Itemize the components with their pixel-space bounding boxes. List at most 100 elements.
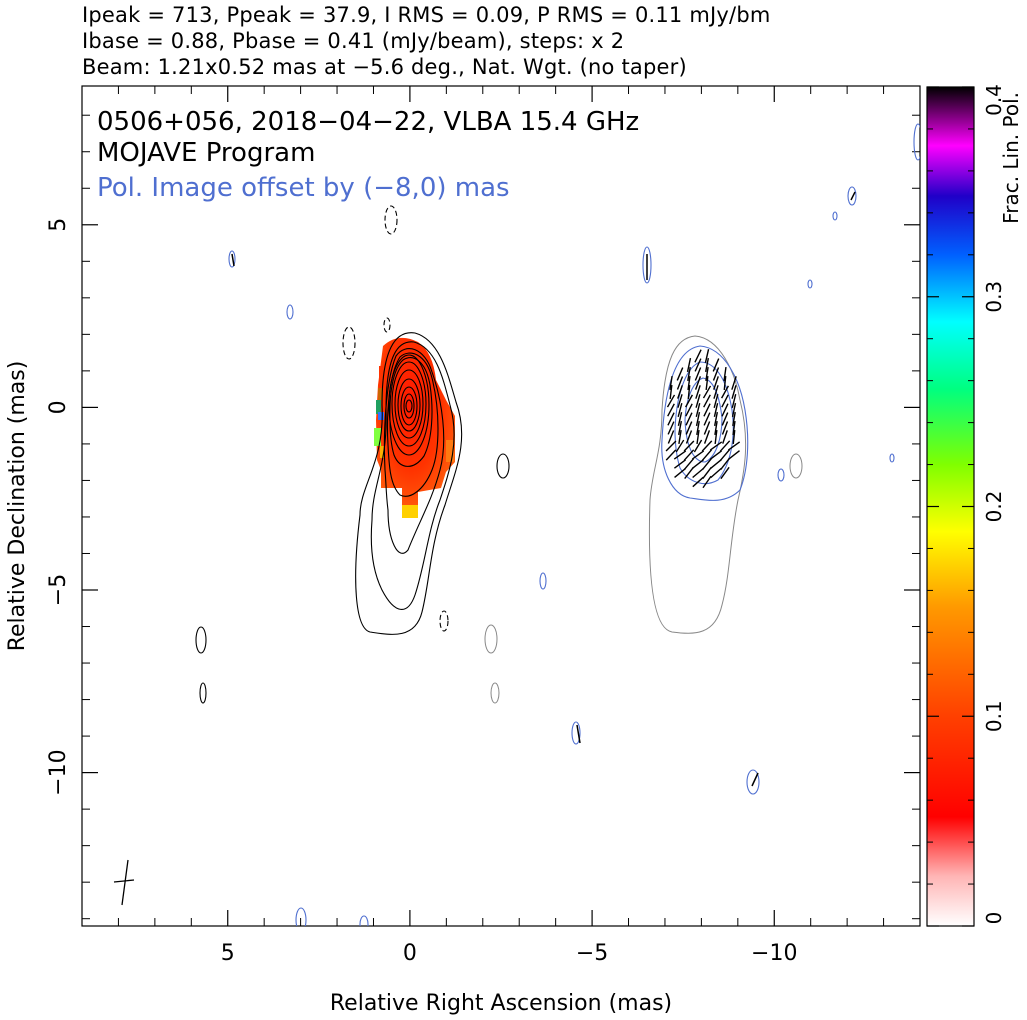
evpa-vector xyxy=(721,403,729,417)
offset-i-contours xyxy=(484,335,803,704)
colorbar-tick-label: 0.1 xyxy=(982,700,1006,732)
evpa-vector xyxy=(701,440,713,452)
x-tick-label: 0 xyxy=(403,941,417,966)
y-tick-label: 5 xyxy=(46,218,71,232)
evpa-vector xyxy=(692,476,704,488)
evpa-vector xyxy=(719,440,731,452)
evpa-vector xyxy=(719,449,731,461)
evpa-vector xyxy=(667,421,675,435)
evpa-vector xyxy=(704,349,710,363)
evpa-vector xyxy=(665,440,677,452)
evpa-vector xyxy=(705,366,709,382)
evpa-vector xyxy=(731,376,737,390)
evpa-vector xyxy=(721,412,729,426)
polarized-intensity-contours xyxy=(228,123,920,926)
x-tick-label: −5 xyxy=(576,941,608,966)
evpa-vector xyxy=(683,449,695,461)
colorbar-tick-label: 0.3 xyxy=(982,281,1006,313)
evpa-vector xyxy=(703,421,711,435)
evpa-vector xyxy=(692,467,704,479)
evpa-vector xyxy=(692,459,704,469)
evpa-vector xyxy=(703,394,711,408)
x-tick-label: −10 xyxy=(751,941,797,966)
evpa-vector xyxy=(713,411,719,427)
evpa-vector xyxy=(712,358,720,372)
evpa-vector xyxy=(702,458,712,470)
evpa-vector xyxy=(669,375,673,391)
evpa-vector xyxy=(694,358,702,372)
evpa-vector xyxy=(685,412,693,426)
evpa-vector xyxy=(687,384,691,400)
evpa-vector xyxy=(667,403,675,417)
evpa-vector xyxy=(732,420,736,436)
evpa-vector xyxy=(669,384,673,400)
colorbar-tick-label: 0.4 xyxy=(982,84,1006,116)
evpa-vector xyxy=(666,394,676,408)
evpa-vector xyxy=(685,421,693,435)
evpa-vector xyxy=(713,385,719,399)
evpa-vector xyxy=(702,475,712,489)
evpa-vector xyxy=(696,420,700,436)
evpa-vector xyxy=(721,394,729,408)
evpa-vector xyxy=(713,403,719,417)
evpa-vector xyxy=(686,358,692,372)
x-tick-label: 5 xyxy=(221,941,235,966)
evpa-vector xyxy=(683,458,695,470)
evpa-vector xyxy=(704,357,710,373)
evpa-vector xyxy=(684,394,694,408)
evpa-vector xyxy=(720,466,730,480)
header-base-line: Ibase = 0.88, Pbase = 0.41 (mJy/beam), s… xyxy=(82,29,625,53)
evpa-vector xyxy=(685,430,693,444)
stokes-i-contours xyxy=(195,332,510,704)
evpa-vector xyxy=(709,450,723,460)
header-peak-line: Ipeak = 713, Ppeak = 37.9, I RMS = 0.09,… xyxy=(82,3,771,27)
evpa-vector xyxy=(702,466,712,480)
evpa-vector xyxy=(687,375,691,391)
evpa-vector xyxy=(703,430,711,444)
evpa-vector xyxy=(685,403,693,417)
evpa-vector xyxy=(714,420,718,436)
evpa-vector xyxy=(731,403,737,417)
evpa-vector xyxy=(714,429,718,445)
evpa-vector xyxy=(694,367,702,381)
evpa-vector xyxy=(720,385,730,399)
evpa-vector xyxy=(731,394,737,408)
evpa-vector xyxy=(728,450,740,460)
evpa-vector xyxy=(720,458,730,470)
beam-marker xyxy=(113,859,135,906)
evpa-vector xyxy=(732,411,736,427)
evpa-vector xyxy=(727,441,741,451)
evpa-vector xyxy=(703,412,711,426)
negative-contours xyxy=(342,205,449,632)
evpa-vector xyxy=(710,467,722,479)
evpa-vector xyxy=(673,459,687,469)
evpa-vector xyxy=(703,403,711,417)
evpa-vector xyxy=(683,440,695,452)
evpa-vector xyxy=(695,403,701,417)
evpa-vector xyxy=(687,366,691,382)
y-tick-label: −5 xyxy=(46,574,71,606)
plot-frame xyxy=(81,85,921,927)
evpa-vectors xyxy=(665,349,741,489)
evpa-vector xyxy=(674,468,686,478)
y-tick-label: 0 xyxy=(46,400,71,414)
evpa-vector xyxy=(677,394,683,408)
evpa-vector xyxy=(695,394,701,408)
evpa-vector xyxy=(676,376,684,390)
evpa-vector xyxy=(710,459,722,469)
evpa-vector xyxy=(701,449,713,461)
y-tick-label: −10 xyxy=(46,749,71,795)
pol-offset-annotation: Pol. Image offset by (−8,0) mas xyxy=(97,173,510,203)
colorbar-label: Frac. Lin. Pol. xyxy=(999,92,1023,224)
evpa-vector xyxy=(695,412,701,426)
evpa-vector xyxy=(723,366,727,382)
evpa-vector xyxy=(732,429,736,445)
evpa-vector xyxy=(723,375,727,391)
evpa-vector xyxy=(676,367,684,381)
evpa-vector xyxy=(722,430,728,444)
plot-title-line1: 0506+056, 2018−04−22, VLBA 15.4 GHz xyxy=(97,107,639,137)
evpa-vector xyxy=(675,439,685,453)
evpa-vector xyxy=(677,403,683,417)
evpa-vector xyxy=(712,367,720,381)
evpa-vector xyxy=(678,429,682,445)
